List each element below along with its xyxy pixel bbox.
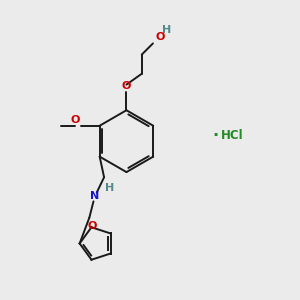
Text: O: O: [155, 32, 164, 42]
Text: O: O: [122, 81, 131, 91]
Text: ·: ·: [212, 128, 218, 143]
Text: O: O: [87, 221, 97, 231]
Text: H: H: [162, 25, 171, 35]
Text: O: O: [70, 115, 80, 124]
Text: H: H: [105, 183, 115, 193]
Text: HCl: HCl: [221, 129, 244, 142]
Text: N: N: [90, 191, 99, 201]
